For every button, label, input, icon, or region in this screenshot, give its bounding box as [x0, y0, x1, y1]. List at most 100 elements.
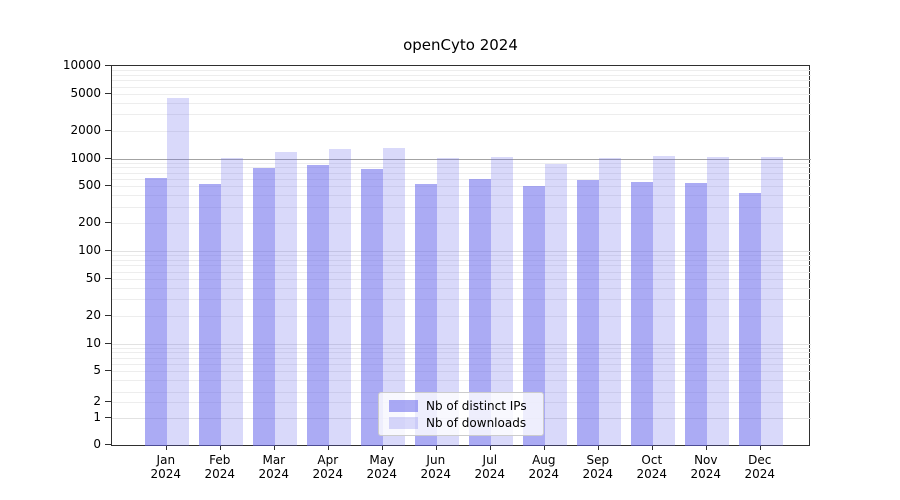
x-tick-mark-may — [381, 446, 383, 450]
x-tick-label-feb: Feb 2024 — [204, 453, 236, 481]
x-tick-mark-jun — [435, 446, 437, 450]
gridline-60 — [112, 271, 811, 273]
bar-downloads-feb — [220, 158, 243, 446]
x-tick-mark-aug — [543, 446, 545, 450]
y-tick-mark-0 — [105, 444, 111, 446]
x-tick-label-sep: Sep 2024 — [582, 453, 614, 481]
legend-swatch-distinct-ips — [389, 399, 418, 412]
y-tick-mark-20 — [105, 314, 111, 316]
y-tick-label-5: 5 — [93, 363, 101, 378]
bar-downloads-sep — [598, 158, 621, 446]
y-tick-mark-1000 — [105, 157, 111, 159]
gridline-500 — [112, 186, 811, 188]
y-tick-label-10000: 10000 — [62, 58, 101, 72]
x-tick-mark-feb — [219, 446, 221, 450]
y-tick-label-1: 1 — [93, 410, 101, 424]
y-tick-mark-10000 — [105, 65, 111, 66]
y-tick-mark-10 — [105, 342, 111, 344]
y-tick-label-5000: 5000 — [70, 85, 101, 100]
y-tick-mark-5 — [105, 370, 111, 372]
bar-downloads-jul — [490, 156, 513, 446]
y-tick-label-500: 500 — [78, 178, 101, 193]
bar-downloads-jun — [436, 158, 459, 446]
gridline-700 — [112, 172, 811, 174]
bar-downloads-oct — [652, 155, 675, 446]
y-tick-label-1000: 1000 — [70, 150, 101, 165]
gridline-4 — [112, 380, 811, 382]
x-tick-mark-dec — [759, 446, 761, 450]
gridline-200 — [112, 223, 811, 225]
bar-distinct-ips-feb — [198, 183, 221, 446]
y-tick-mark-50 — [105, 277, 111, 279]
gridline-70 — [112, 265, 811, 267]
bar-downloads-may — [382, 147, 405, 446]
x-tick-mark-jul — [489, 446, 491, 450]
gridline-3000 — [112, 114, 811, 116]
gridline-900 — [112, 162, 811, 164]
x-tick-mark-mar — [273, 446, 275, 450]
x-tick-label-dec: Dec 2024 — [744, 453, 776, 481]
chart-title: openCyto 2024 — [403, 36, 518, 54]
plot-area — [111, 65, 811, 446]
gridline-5 — [112, 371, 811, 373]
x-tick-mark-oct — [651, 446, 653, 450]
gridline-9000 — [112, 70, 811, 72]
gridline-7 — [112, 357, 811, 359]
x-tick-label-aug: Aug 2024 — [528, 453, 560, 481]
bar-distinct-ips-jun — [414, 184, 437, 446]
bar-distinct-ips-jul — [468, 179, 491, 446]
y-tick-label-10: 10 — [85, 335, 101, 350]
x-tick-label-jul: Jul 2024 — [474, 453, 506, 481]
x-tick-mark-sep — [597, 446, 599, 450]
bar-downloads-mar — [274, 152, 297, 446]
y-tick-mark-500 — [105, 185, 111, 187]
y-tick-mark-2000 — [105, 129, 111, 131]
gridline-20 — [112, 315, 811, 317]
x-tick-label-nov: Nov 2024 — [690, 453, 722, 481]
x-tick-mark-jan — [165, 446, 167, 450]
y-tick-mark-1 — [105, 417, 111, 418]
gridline-6000 — [112, 86, 811, 88]
gridline-8 — [112, 352, 811, 354]
y-tick-mark-2 — [105, 401, 111, 402]
bar-distinct-ips-oct — [630, 181, 653, 446]
gridline-2000 — [112, 130, 811, 132]
y-tick-label-2000: 2000 — [70, 122, 101, 137]
y-tick-label-50: 50 — [85, 270, 101, 285]
legend-item-downloads: Nb of downloads — [379, 416, 543, 430]
y-tick-label-100: 100 — [78, 243, 101, 257]
bar-distinct-ips-may — [360, 168, 383, 446]
gridline-90 — [112, 255, 811, 257]
y-tick-label-0: 0 — [93, 437, 101, 452]
bar-distinct-ips-jan — [144, 177, 167, 446]
legend-label-distinct-ips: Nb of distinct IPs — [426, 398, 527, 413]
bar-downloads-nov — [706, 156, 729, 446]
y-tick-label-200: 200 — [78, 215, 101, 230]
gridline-50 — [112, 278, 811, 280]
gridline-5000 — [112, 93, 811, 95]
bar-distinct-ips-nov — [684, 182, 707, 446]
x-tick-label-apr: Apr 2024 — [312, 453, 344, 481]
bar-downloads-dec — [760, 156, 783, 446]
x-tick-label-jun: Jun 2024 — [420, 453, 452, 481]
bar-downloads-jan — [166, 98, 189, 446]
legend: Nb of distinct IPs Nb of downloads — [378, 392, 544, 436]
gridline-600 — [112, 179, 811, 181]
y-tick-mark-100 — [105, 250, 111, 251]
gridline-80 — [112, 259, 811, 261]
gridline-30 — [112, 299, 811, 301]
legend-item-distinct-ips: Nb of distinct IPs — [379, 399, 543, 413]
bar-distinct-ips-aug — [522, 185, 545, 446]
x-tick-mark-nov — [705, 446, 707, 450]
y-tick-label-20: 20 — [85, 307, 101, 322]
x-tick-label-mar: Mar 2024 — [258, 453, 290, 481]
gridline-300 — [112, 206, 811, 208]
gridline-4000 — [112, 102, 811, 104]
y-tick-label-2: 2 — [93, 394, 101, 408]
gridline-6 — [112, 364, 811, 366]
bar-downloads-aug — [544, 163, 567, 446]
legend-swatch-downloads — [389, 416, 418, 429]
bar-downloads-apr — [328, 148, 351, 446]
gridline-400 — [112, 195, 811, 197]
